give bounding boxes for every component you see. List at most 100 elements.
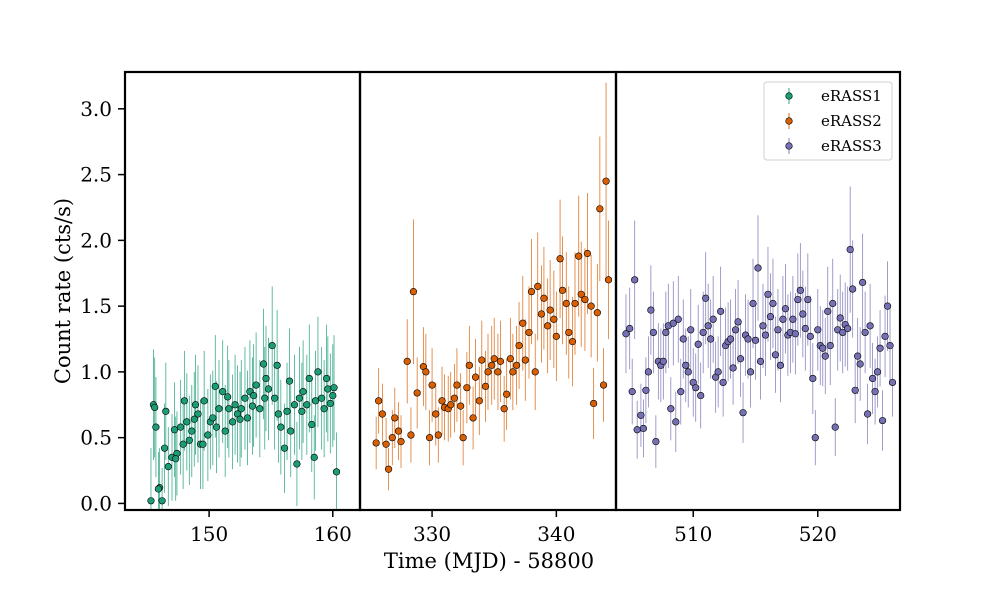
data-point [562, 299, 570, 308]
y-tick-label: 3.0 [80, 97, 112, 121]
data-point [447, 401, 455, 409]
x-tick-label: 330 [413, 522, 451, 546]
data-point [298, 407, 306, 415]
data-point [552, 332, 560, 340]
data-point [252, 381, 260, 389]
data-point [534, 282, 542, 290]
data-point [484, 368, 492, 376]
data-point [527, 288, 536, 296]
data-point [394, 427, 403, 435]
data-point [667, 405, 675, 413]
data-point [219, 388, 227, 396]
data-point [324, 385, 332, 393]
data-point [422, 368, 430, 376]
data-point [500, 405, 508, 413]
data-point [519, 319, 527, 327]
data-point [425, 434, 434, 442]
data-point [503, 390, 511, 398]
data-point [330, 384, 338, 392]
panel-frame-3 [614, 70, 902, 512]
data-point [264, 385, 273, 393]
data-point [587, 302, 595, 310]
data-point [372, 439, 380, 447]
data-point [241, 394, 249, 402]
data-point [287, 427, 295, 435]
data-point [293, 460, 301, 468]
data-point [821, 352, 829, 360]
data-point [311, 397, 320, 405]
data-point [465, 361, 473, 369]
data-point [314, 368, 322, 376]
data-point [540, 294, 548, 302]
data-point [839, 328, 847, 337]
data-point [662, 328, 670, 337]
data-point [799, 310, 807, 318]
data-point [739, 409, 747, 417]
data-point [191, 401, 200, 409]
data-point [593, 309, 601, 317]
data-point [856, 360, 864, 368]
data-point [672, 418, 680, 426]
y-axis: 0.0 0.5 1.0 1.5 2.0 2.5 3.0 [80, 97, 125, 515]
data-point [303, 401, 311, 409]
data-point [637, 411, 645, 419]
data-point [659, 357, 667, 365]
data-point [751, 336, 760, 344]
data-point [154, 485, 162, 493]
data-point [888, 378, 897, 387]
data-point [453, 381, 461, 389]
data-point [318, 394, 326, 402]
y-tick-label: 1.5 [80, 294, 112, 318]
data-point [577, 290, 585, 298]
data-point [428, 381, 436, 389]
data-point [211, 382, 219, 390]
series-eRASS3 [622, 186, 897, 468]
data-point [481, 382, 490, 390]
data-point [831, 423, 839, 431]
data-point [280, 444, 289, 452]
x-tick-label: 340 [537, 522, 575, 546]
legend-marker [785, 92, 793, 100]
y-tick-label: 0.0 [80, 491, 112, 515]
data-point [628, 388, 636, 396]
data-point [814, 326, 822, 334]
data-point [250, 391, 258, 400]
data-point [506, 355, 514, 363]
data-point [764, 290, 772, 298]
data-point [726, 335, 735, 343]
data-point [583, 249, 592, 258]
data-point [774, 326, 782, 334]
data-point [861, 328, 869, 337]
data-point [432, 410, 440, 418]
data-point [299, 388, 307, 396]
y-tick-label: 2.5 [80, 163, 112, 187]
data-point [152, 423, 160, 431]
data-point [881, 332, 889, 340]
data-point [329, 391, 337, 400]
data-point [652, 438, 660, 446]
data-point [537, 310, 546, 318]
data-point [271, 394, 279, 402]
data-point [268, 341, 276, 350]
data-point [876, 344, 884, 352]
data-point [687, 326, 695, 334]
data-point [332, 468, 341, 476]
x-tick-label: 510 [674, 522, 712, 546]
data-point [796, 286, 804, 294]
data-point [622, 330, 630, 338]
legend-box [763, 81, 893, 161]
data-point [789, 315, 797, 323]
data-point [243, 414, 252, 422]
data-point [679, 335, 687, 343]
data-point [647, 306, 655, 314]
data-point [177, 423, 185, 431]
data-point [158, 497, 166, 505]
data-point [731, 326, 740, 334]
data-point [183, 418, 191, 426]
data-point [674, 315, 682, 323]
data-point [859, 278, 867, 287]
data-point [326, 399, 334, 408]
data-point [649, 328, 657, 337]
legend: eRASS1 eRASS2 eRASS3 [763, 81, 893, 161]
